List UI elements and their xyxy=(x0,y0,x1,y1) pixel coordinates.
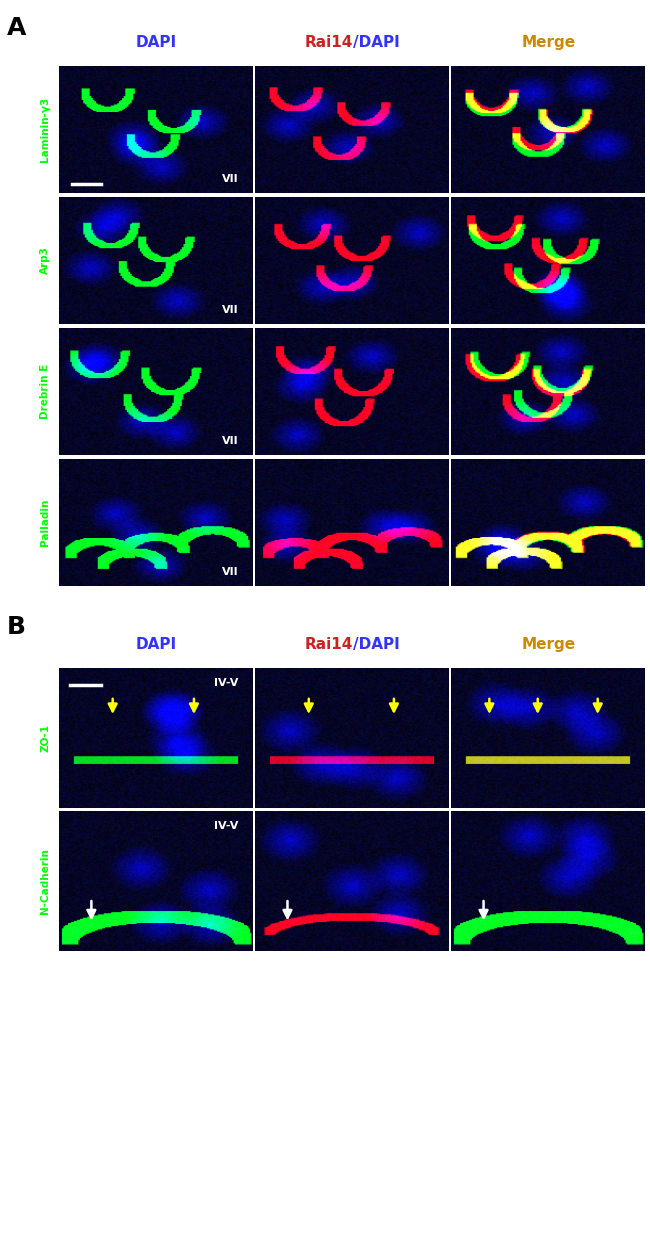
Text: Merge: Merge xyxy=(522,637,576,652)
Text: DAPI: DAPI xyxy=(136,637,177,652)
Text: A: A xyxy=(6,16,26,40)
Text: /DAPI: /DAPI xyxy=(353,637,399,652)
Text: Drebrin E: Drebrin E xyxy=(40,364,50,419)
Text: Rai14: Rai14 xyxy=(304,35,353,49)
Text: DAPI: DAPI xyxy=(136,35,177,49)
Text: B: B xyxy=(6,615,25,638)
Text: VII: VII xyxy=(222,437,239,447)
Text: IV-V: IV-V xyxy=(214,678,239,688)
Text: Rai14: Rai14 xyxy=(304,637,353,652)
Text: N-Cadherin: N-Cadherin xyxy=(40,849,50,914)
Text: VII: VII xyxy=(222,306,239,315)
Text: Arp3: Arp3 xyxy=(40,246,50,275)
Text: IV-V: IV-V xyxy=(214,821,239,831)
Text: Palladin: Palladin xyxy=(40,499,50,547)
Text: /DAPI: /DAPI xyxy=(353,35,399,49)
Text: ZO-1: ZO-1 xyxy=(40,724,50,752)
Text: VII: VII xyxy=(222,174,239,184)
Text: Merge: Merge xyxy=(522,35,576,49)
Text: Laminin-γ3: Laminin-γ3 xyxy=(40,96,50,162)
Text: VII: VII xyxy=(222,568,239,578)
